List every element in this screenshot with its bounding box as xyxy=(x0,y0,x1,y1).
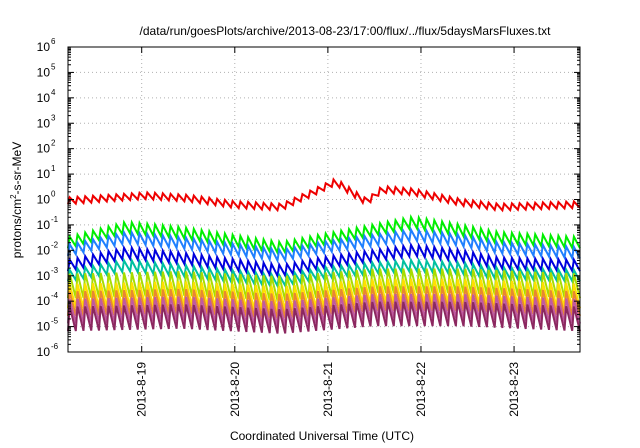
y-tick-base: 10 xyxy=(37,294,51,308)
x-tick-label: 2013-8-19 xyxy=(135,362,149,417)
y-tick-base: 10 xyxy=(37,269,51,283)
y-tick-exponent: 0 xyxy=(51,190,56,199)
chart-title: /data/run/goesPlots/archive/2013-08-23/1… xyxy=(140,24,552,38)
y-tick-exponent: -5 xyxy=(51,317,59,326)
y-tick-exponent: -1 xyxy=(51,215,59,224)
x-axis-ticks: 2013-8-19 2013-8-20 2013-8-21 2013-8-22 2013… xyxy=(135,47,521,417)
y-tick-label: 10 xyxy=(37,269,51,283)
series-layer xyxy=(67,177,581,334)
series-line xyxy=(67,177,581,213)
y-axis-title-sup: 2 xyxy=(9,194,18,199)
y-tick-exponent: 4 xyxy=(51,88,56,97)
y-tick-label: 10 xyxy=(37,116,51,130)
x-tick-label: 2013-8-21 xyxy=(321,362,335,417)
y-tick-label: 10 xyxy=(37,218,51,232)
y-axis-title-rest: -s-sr-MeV xyxy=(10,142,24,195)
y-tick-base: 10 xyxy=(37,218,51,232)
y-tick-label: 10 xyxy=(37,345,51,359)
y-tick-base: 10 xyxy=(37,243,51,257)
y-tick-label: 10 xyxy=(37,142,51,156)
series-line xyxy=(67,214,581,257)
y-tick-exponent: 6 xyxy=(51,37,56,46)
y-tick-label: 10 xyxy=(37,320,51,334)
x-tick-label: 2013-8-22 xyxy=(414,362,428,417)
y-tick-label: 10 xyxy=(37,243,51,257)
x-tick-label: 2013-8-20 xyxy=(228,362,242,417)
y-axis-ticks: 10 -610 -510 -410 -310 -210 -110 010 110 210 310 41… xyxy=(37,37,580,359)
y-tick-label: 10 xyxy=(37,91,51,105)
y-tick-base: 10 xyxy=(37,142,51,156)
y-tick-base: 10 xyxy=(37,91,51,105)
x-axis-title: Coordinated Universal Time (UTC) xyxy=(230,429,414,443)
y-tick-base: 10 xyxy=(37,345,51,359)
y-axis-title-base: protons/cm xyxy=(10,199,24,258)
y-tick-label: 10 xyxy=(37,167,51,181)
y-tick-exponent: 3 xyxy=(51,113,56,122)
y-axis-title: protons/cm2-s-sr-MeV xyxy=(9,142,24,258)
y-tick-label: 10 xyxy=(37,193,51,207)
series-line xyxy=(67,241,581,280)
x-tick-label: 2013-8-23 xyxy=(507,362,521,417)
y-tick-exponent: -4 xyxy=(51,291,59,300)
y-tick-exponent: 2 xyxy=(51,139,56,148)
y-tick-label: 10 xyxy=(37,65,51,79)
y-tick-base: 10 xyxy=(37,116,51,130)
series-line xyxy=(67,226,581,264)
y-tick-exponent: -3 xyxy=(51,266,59,275)
y-tick-exponent: 5 xyxy=(51,62,56,71)
series-line xyxy=(67,301,581,334)
y-tick-base: 10 xyxy=(37,167,51,181)
y-tick-base: 10 xyxy=(37,193,51,207)
y-tick-exponent: -6 xyxy=(51,342,59,351)
y-tick-label: 10 xyxy=(37,294,51,308)
y-tick-base: 10 xyxy=(37,40,51,54)
y-tick-label: 10 xyxy=(37,40,51,54)
y-tick-exponent: 1 xyxy=(51,164,56,173)
y-tick-base: 10 xyxy=(37,65,51,79)
series-line xyxy=(67,256,581,290)
y-tick-exponent: -2 xyxy=(51,240,59,249)
y-tick-base: 10 xyxy=(37,320,51,334)
